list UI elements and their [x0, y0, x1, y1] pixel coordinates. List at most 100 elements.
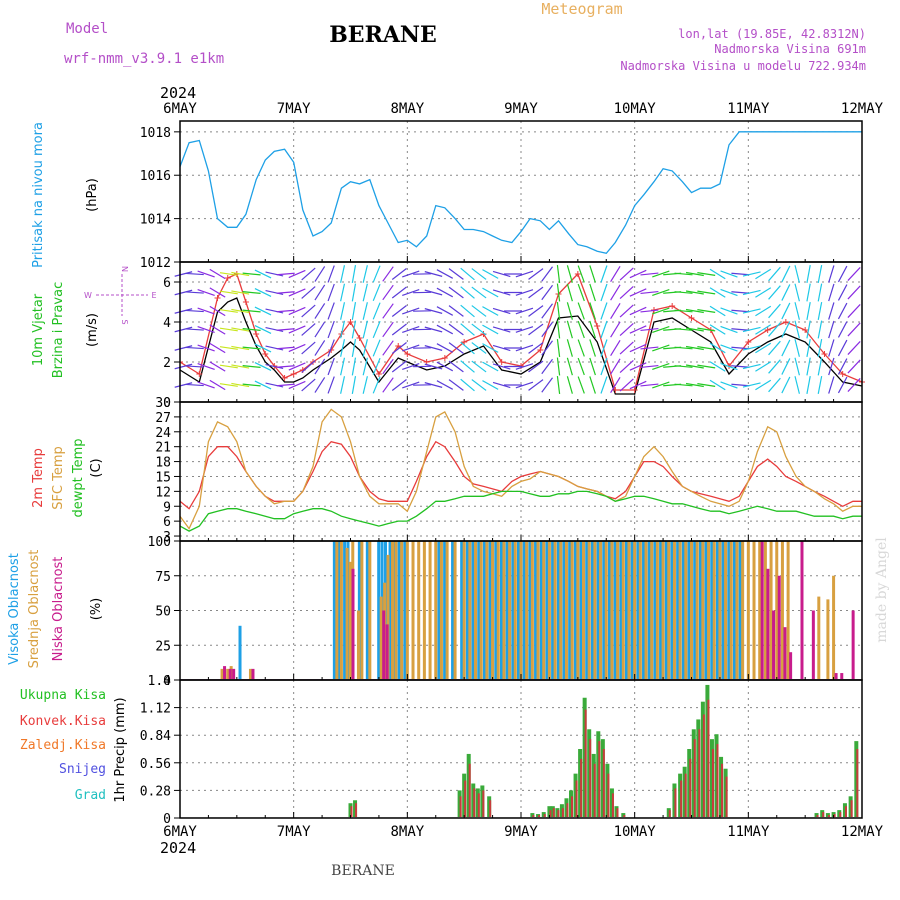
cloud-bar: [775, 541, 779, 680]
wind-arrow: [448, 305, 464, 317]
wind-arrow: [424, 363, 443, 370]
wind-arrow: [806, 320, 811, 339]
wind-arrow: [424, 382, 443, 388]
wind-arrow: [806, 283, 811, 302]
cloud-bar: [599, 541, 603, 680]
wind-arrow: [209, 361, 226, 372]
precip-bar: [674, 788, 677, 818]
wind-arrow: [610, 266, 621, 282]
precip-bar: [725, 776, 728, 818]
cloud-bar: [715, 541, 719, 680]
wind-arrow: [794, 265, 800, 283]
cloud-bar: [368, 541, 372, 680]
cloud-bar: [616, 541, 620, 680]
wind-label-1: 10m Vjetar: [31, 293, 46, 366]
wind-arrow: [288, 380, 306, 390]
wind-gust-point: [281, 375, 288, 381]
cloud-bar: [704, 541, 708, 680]
wind-arrow: [652, 270, 670, 278]
cloud-bar: [570, 541, 574, 680]
wind-arrow: [209, 342, 226, 354]
wind-arrow: [424, 271, 443, 277]
wind-gust-point: [262, 351, 269, 357]
wind-arrow: [817, 357, 823, 376]
precip-bar: [477, 793, 480, 818]
cloud-bar: [534, 541, 538, 680]
precip-bar: [623, 815, 626, 818]
date-label-bottom: 7MAY: [277, 824, 311, 840]
wind-arrow: [219, 346, 238, 350]
precip-bar: [355, 803, 358, 818]
wind-arrow: [391, 379, 407, 391]
date-label-top: 11MAY: [727, 101, 770, 117]
cloud-bar: [351, 568, 355, 680]
cloud-bar: [248, 668, 252, 680]
wind-arrow: [541, 284, 554, 301]
precip-ytick-label: 0.84: [140, 729, 171, 744]
cloud-bar: [840, 673, 844, 680]
wind-arrow: [265, 382, 284, 388]
cloud-bar: [428, 541, 432, 680]
precip-bar: [698, 729, 701, 818]
cloud-bar: [604, 541, 608, 680]
wind-arrow: [288, 306, 306, 316]
wind-arrow: [209, 379, 226, 391]
wind-arrow: [640, 327, 659, 332]
temp-ytick-label: 27: [155, 411, 171, 426]
cloud-bar: [752, 541, 756, 680]
cloud-bar: [400, 541, 404, 680]
cloud-bar: [551, 541, 555, 680]
cloud-bar: [659, 541, 663, 680]
wind-arrow: [362, 302, 368, 320]
meteogram-label: Meteogram: [541, 0, 622, 18]
wind-arrow: [372, 320, 381, 339]
cloud-bar: [339, 541, 343, 680]
wind-arrow: [382, 377, 394, 393]
cloud-bar: [332, 541, 336, 680]
precip-bar: [580, 758, 583, 818]
temp-label-2: SFC Temp: [51, 446, 66, 510]
wind-arrow: [219, 364, 238, 369]
wind-arrow: [528, 305, 544, 317]
wind-arrow: [372, 357, 381, 376]
cloud-bar: [434, 541, 438, 680]
wind-gust-point: [290, 371, 297, 377]
precip-bar: [473, 788, 476, 818]
wind-arrow: [301, 323, 316, 336]
cloud-bar: [698, 541, 702, 680]
wind-arrow: [254, 269, 272, 279]
wind-arrow: [174, 308, 193, 314]
wind-arrow: [828, 357, 835, 376]
wind-arrow: [460, 378, 475, 392]
wind-arrow: [600, 339, 608, 357]
cloud-bar: [474, 541, 478, 680]
wind-arrow: [640, 346, 659, 350]
wind-arrow: [231, 290, 250, 295]
wind-arrow: [528, 268, 544, 280]
cloud-label-1: Visoka Oblacnost: [7, 553, 22, 665]
temp-ytick-label: 3: [163, 530, 171, 545]
wind-arrow: [265, 363, 284, 370]
wind-arrow: [265, 271, 284, 277]
year-top: 2024: [160, 84, 196, 102]
wind-arrow: [781, 265, 791, 283]
wind-arrow: [219, 383, 238, 387]
wind-arrow: [794, 376, 800, 394]
wind-arrow: [362, 320, 368, 339]
precip-bar: [489, 800, 492, 818]
wind-arrow: [185, 291, 204, 294]
model-label: Model: [66, 21, 108, 37]
wind-arrow: [197, 325, 215, 334]
wind-arrow: [185, 383, 204, 387]
wind-arrow: [209, 305, 226, 317]
precip-bar: [833, 814, 836, 818]
cloud-bar: [553, 541, 557, 680]
cloud-bar: [539, 541, 543, 680]
cloud-bar: [564, 541, 568, 680]
wind-arrow: [402, 381, 420, 389]
wind-arrow: [847, 304, 861, 318]
wind-arrow: [351, 376, 357, 394]
wind-arrow: [185, 328, 204, 331]
wind-arrow: [185, 309, 204, 313]
wind-arrow: [340, 302, 346, 320]
